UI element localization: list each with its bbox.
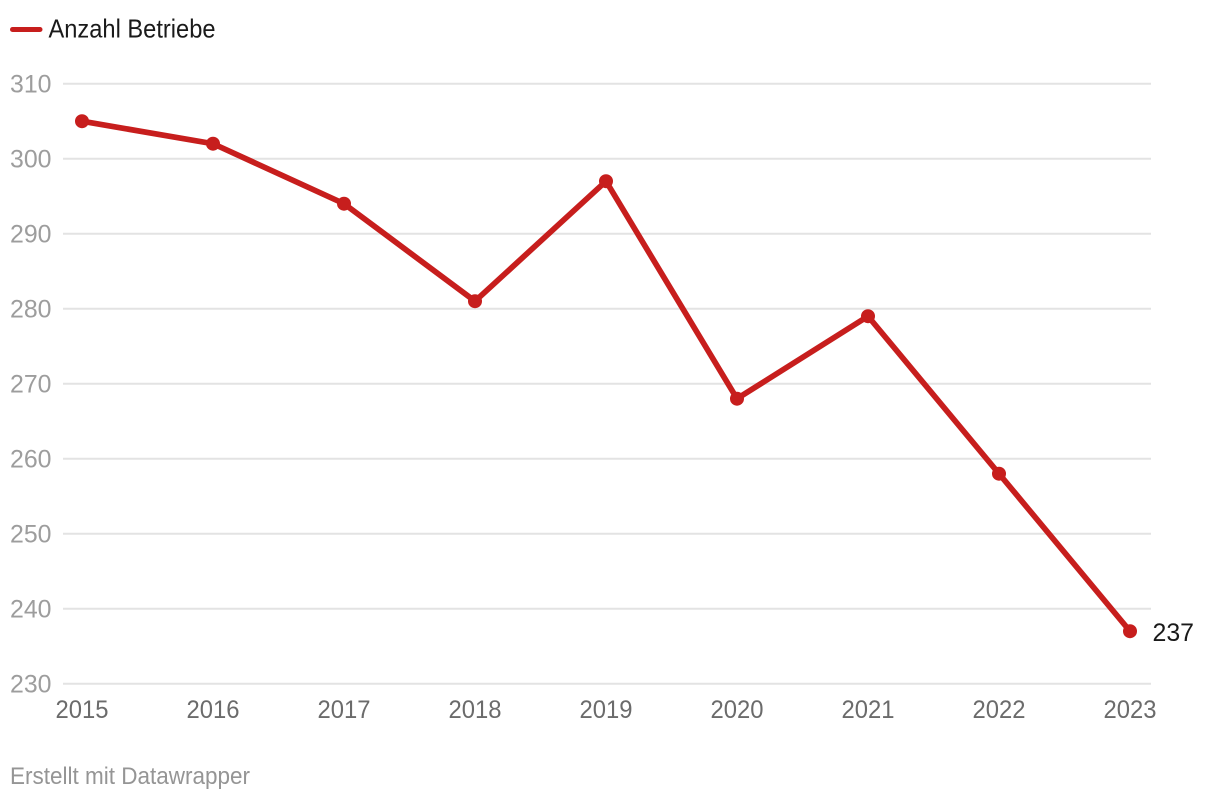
svg-text:270: 270 [10, 371, 52, 399]
svg-text:2018: 2018 [449, 696, 502, 724]
svg-text:2019: 2019 [580, 696, 633, 724]
svg-text:280: 280 [10, 296, 52, 324]
svg-text:240: 240 [10, 596, 52, 624]
svg-text:2022: 2022 [973, 696, 1026, 724]
svg-text:290: 290 [10, 221, 52, 249]
svg-text:310: 310 [10, 71, 52, 99]
svg-text:230: 230 [10, 671, 52, 699]
svg-text:2017: 2017 [318, 696, 371, 724]
svg-text:237: 237 [1153, 619, 1195, 647]
svg-text:2015: 2015 [56, 696, 109, 724]
svg-text:250: 250 [10, 521, 52, 549]
svg-text:2023: 2023 [1104, 696, 1157, 724]
svg-text:Erstellt mit Datawrapper: Erstellt mit Datawrapper [10, 763, 250, 790]
svg-text:2021: 2021 [842, 696, 895, 724]
svg-text:2016: 2016 [187, 696, 240, 724]
svg-text:Anzahl Betriebe: Anzahl Betriebe [49, 14, 216, 44]
svg-text:260: 260 [10, 446, 52, 474]
svg-text:2020: 2020 [711, 696, 764, 724]
svg-text:300: 300 [10, 146, 52, 174]
